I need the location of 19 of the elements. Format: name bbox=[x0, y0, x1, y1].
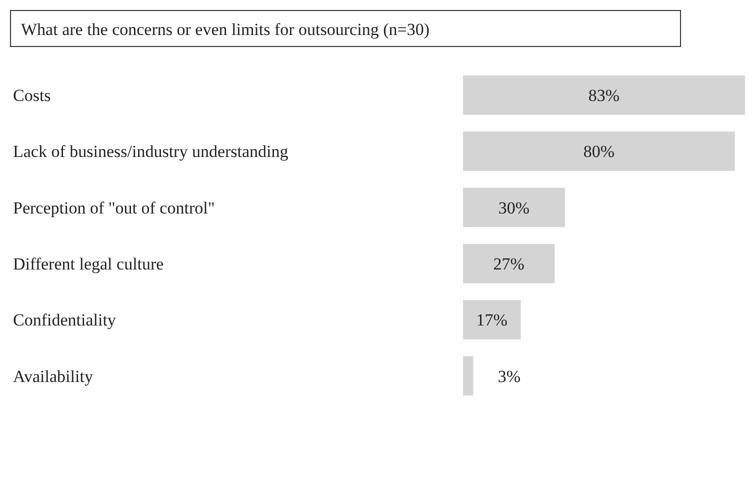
bar bbox=[463, 300, 521, 340]
data-label: 27% bbox=[493, 254, 524, 274]
bar bbox=[463, 244, 555, 284]
y-tick-label: Lack of business/industry understanding bbox=[13, 142, 289, 162]
bar bbox=[463, 356, 474, 396]
bar bbox=[463, 188, 565, 228]
data-label: 3% bbox=[498, 366, 521, 386]
y-tick-label: Costs bbox=[13, 86, 51, 106]
text: What are the concerns or even limits for outsourcing (n=30) bbox=[21, 20, 430, 39]
y-tick-label: Availability bbox=[13, 366, 94, 386]
y-tick-label: Confidentiality bbox=[13, 310, 116, 330]
data-label: 30% bbox=[498, 198, 530, 218]
data-label: 83% bbox=[588, 86, 620, 106]
data-label: 80% bbox=[583, 142, 614, 162]
bar bbox=[463, 75, 745, 115]
y-tick-label: Perception of "out of control" bbox=[13, 198, 215, 218]
data-label: 17% bbox=[476, 310, 508, 330]
y-tick-label: Different legal culture bbox=[13, 254, 164, 274]
bar bbox=[463, 132, 735, 171]
